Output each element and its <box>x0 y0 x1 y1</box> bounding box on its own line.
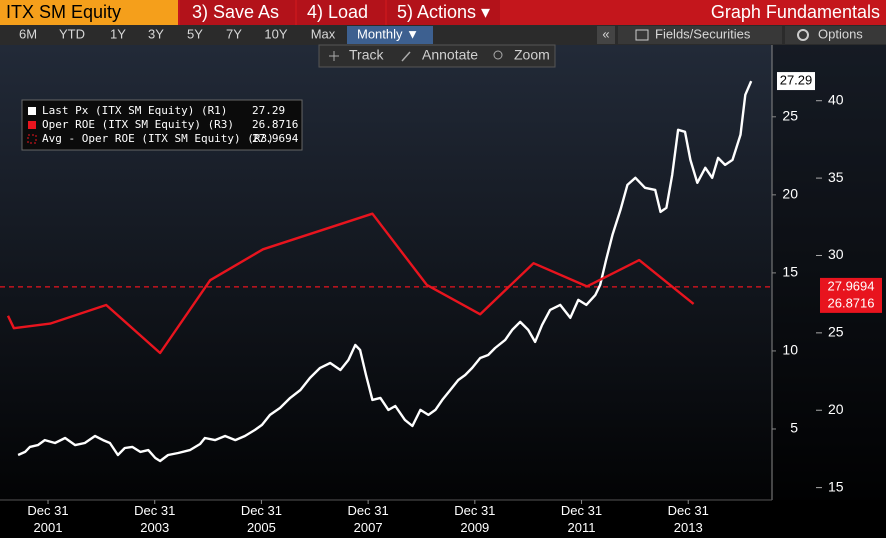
value-tag: 26.8716 <box>828 295 875 310</box>
period-button[interactable]: 3Y <box>148 26 164 41</box>
y2-tick-label: 25 <box>828 324 844 340</box>
y-tick-label: 15 <box>782 264 798 280</box>
security-box[interactable] <box>0 0 178 25</box>
plot: Dec 31 2001 Dec 31 2003 Dec 31 2005 Dec 31 2007… <box>0 72 882 535</box>
period-button[interactable]: Max <box>311 26 336 41</box>
annotate-icon <box>401 51 411 62</box>
tool-button[interactable] <box>320 46 394 66</box>
x-axis-strip <box>0 500 886 538</box>
y2-tick-label: 40 <box>828 91 844 107</box>
series-line <box>6 212 695 355</box>
period-button[interactable]: 5Y <box>187 26 203 41</box>
x-tick-label: Dec 31 2009 <box>454 503 495 535</box>
options-button[interactable] <box>785 26 886 44</box>
value-tag: 27.29 <box>780 72 813 87</box>
collapse-button[interactable] <box>597 26 615 44</box>
legend: Last Px (ITX SM Equity) (R1) 27.29 Oper RO… <box>21 99 303 151</box>
y-tick-label: 10 <box>782 342 798 358</box>
options-label: Options <box>818 26 863 41</box>
legend-label: Last Px (ITX SM Equity) (R1) <box>42 104 227 117</box>
value-tag-bg <box>777 72 815 91</box>
x-tick-label: Dec 31 2005 <box>241 503 282 535</box>
tool-button[interactable] <box>394 46 484 66</box>
legend-swatch <box>28 107 36 115</box>
track-icon <box>329 51 339 61</box>
y2-tick-label: 35 <box>828 169 844 185</box>
fields-icon <box>635 29 649 41</box>
menu-button[interactable] <box>297 0 385 25</box>
frequency-label: Monthly ▼ <box>357 26 419 41</box>
menu-label: 5) Actions ▾ <box>397 2 490 22</box>
value-tag: 27.9694 <box>828 278 875 293</box>
period-button[interactable]: 10Y <box>264 26 287 41</box>
menu-button[interactable] <box>387 0 500 25</box>
fields-label: Fields/Securities <box>655 26 751 41</box>
x-tick-label: Dec 31 2007 <box>348 503 389 535</box>
y-tick-label: 5 <box>790 420 798 436</box>
x-tick-label: Dec 31 2011 <box>561 503 602 535</box>
tool-label: Annotate <box>422 47 478 63</box>
menu-label: 3) Save As <box>192 2 279 22</box>
y2-tick-label: 15 <box>828 478 844 494</box>
window-title: Graph Fundamentals <box>711 2 880 22</box>
frequency-button[interactable] <box>347 26 433 44</box>
legend-value: 27.9694 <box>252 132 299 145</box>
period-button[interactable]: 7Y <box>226 26 242 41</box>
legend-value: 26.8716 <box>252 118 298 131</box>
tool-label: Track <box>349 47 384 63</box>
collapse-label: « <box>602 26 609 41</box>
fields-button[interactable] <box>618 26 782 44</box>
x-tick-label: Dec 31 2001 <box>27 503 68 535</box>
menu-button[interactable] <box>180 0 295 25</box>
legend-box <box>21 99 303 151</box>
period-buttons: 6M YTD 1Y 3Y 5Y 7Y 10Y Max <box>19 26 336 41</box>
security-label: ITX SM Equity <box>6 2 121 22</box>
legend-value: 27.29 <box>252 104 285 117</box>
legend-label: Oper ROE (ITX SM Equity) (R3) <box>42 118 234 131</box>
tool-label: Zoom <box>514 47 550 63</box>
series-line <box>17 80 753 463</box>
legend-swatch <box>28 121 36 129</box>
zoom-icon <box>493 50 503 60</box>
period-button[interactable]: 1Y <box>110 26 126 41</box>
y2-tick-label: 30 <box>828 246 844 262</box>
tool-button[interactable] <box>484 46 554 66</box>
value-tag-bg <box>820 294 882 313</box>
value-tag-bg <box>820 277 882 296</box>
x-tick-label: Dec 31 2003 <box>134 503 175 535</box>
menu-label: 4) Load <box>307 2 368 22</box>
period-button[interactable]: 6M <box>19 26 37 41</box>
y-axis-strip <box>772 45 886 500</box>
legend-label: Avg - Oper ROE (ITX SM Equity) (R3) <box>42 132 274 145</box>
period-button[interactable]: YTD <box>59 26 85 41</box>
legend-swatch <box>27 134 37 144</box>
y2-tick-label: 20 <box>828 401 844 417</box>
y-tick-label: 25 <box>782 108 798 124</box>
x-tick-label: Dec 31 2013 <box>668 503 709 535</box>
options-icon <box>797 29 809 41</box>
y-tick-label: 20 <box>782 186 798 202</box>
